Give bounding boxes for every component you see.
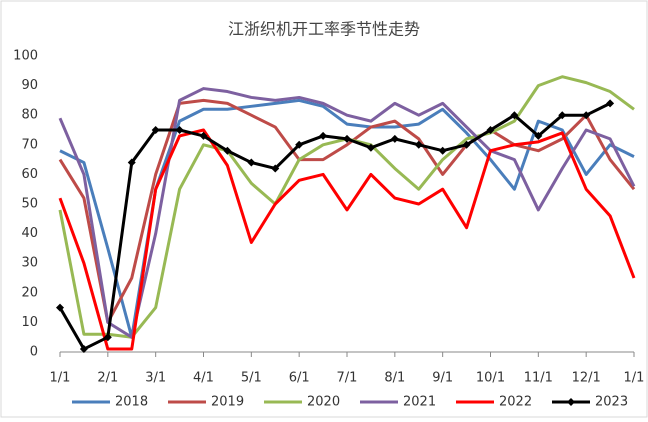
- point-marker: [223, 146, 232, 155]
- point-marker: [462, 140, 471, 149]
- point-marker: [319, 131, 328, 140]
- point-marker: [56, 303, 64, 312]
- point-marker: [558, 111, 567, 120]
- point-marker: [199, 131, 208, 140]
- legend-label: 2023: [595, 395, 628, 410]
- x-tick-label: 1/1: [50, 371, 71, 386]
- point-marker: [606, 99, 615, 108]
- point-marker: [127, 158, 136, 167]
- legend-label: 2022: [499, 395, 532, 410]
- point-marker: [510, 111, 519, 120]
- y-tick-label: 60: [21, 167, 38, 182]
- chart-title: 江浙织机开工率季节性走势: [228, 20, 420, 39]
- y-tick-label: 40: [21, 226, 38, 241]
- x-tick-label: 11/1: [524, 371, 553, 386]
- x-tick-label: 7/1: [337, 371, 358, 386]
- point-marker: [582, 111, 591, 120]
- point-marker: [103, 333, 112, 342]
- point-marker: [390, 134, 399, 143]
- x-tick-label: 1/1: [624, 371, 645, 386]
- point-marker: [486, 126, 495, 134]
- legend-label: 2019: [211, 395, 244, 410]
- y-tick-label: 20: [21, 285, 38, 300]
- y-tick-label: 80: [21, 108, 38, 123]
- legend-label: 2018: [115, 395, 148, 410]
- series-line: [58, 128, 636, 351]
- point-marker: [271, 164, 280, 173]
- y-tick-label: 0: [30, 345, 38, 360]
- x-tick-label: 8/1: [384, 371, 405, 386]
- point-marker: [534, 131, 543, 140]
- y-tick-label: 100: [13, 49, 38, 64]
- x-tick-label: 2/1: [97, 371, 118, 386]
- legend-label: 2020: [307, 395, 340, 410]
- x-tick-label: 6/1: [289, 371, 310, 386]
- point-marker: [295, 140, 304, 149]
- point-marker: [414, 140, 423, 149]
- series-line: [58, 102, 611, 351]
- y-tick-label: 10: [21, 315, 38, 330]
- point-marker: [247, 158, 256, 167]
- series-line: [58, 87, 636, 339]
- x-tick-label: 5/1: [241, 371, 262, 386]
- point-marker: [343, 134, 351, 143]
- y-tick-label: 30: [21, 256, 38, 271]
- point-marker: [79, 345, 88, 354]
- x-tick-label: 4/1: [193, 371, 214, 386]
- point-marker: [151, 126, 160, 134]
- legend-marker: [567, 398, 575, 406]
- x-tick-label: 9/1: [432, 371, 453, 386]
- y-tick-label: 50: [21, 197, 38, 212]
- point-marker: [175, 126, 184, 134]
- point-marker: [438, 146, 447, 155]
- x-tick-label: 12/1: [572, 371, 601, 386]
- x-tick-label: 3/1: [145, 371, 166, 386]
- series-line: [58, 98, 636, 324]
- x-tick-label: 10/1: [476, 371, 505, 386]
- y-tick-label: 70: [21, 137, 38, 152]
- point-marker: [366, 143, 375, 152]
- legend-label: 2021: [403, 395, 436, 410]
- y-tick-label: 90: [21, 78, 38, 93]
